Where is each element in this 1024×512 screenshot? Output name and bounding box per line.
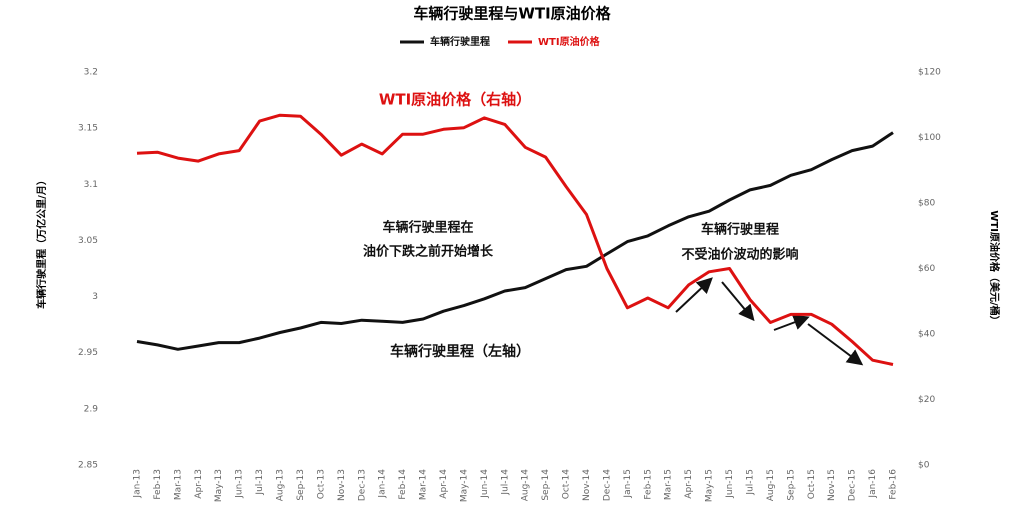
x-tick-label: Dec-15	[848, 469, 858, 501]
y-tick-label: 3	[92, 292, 98, 302]
x-tick-label: Jul-14	[500, 469, 510, 496]
x-tick-label: Apr-14	[439, 469, 449, 499]
x-tick-label: Jan-13	[133, 469, 143, 499]
x-tick-label: May-15	[705, 469, 715, 502]
y2-tick-label: $20	[918, 395, 935, 405]
x-tick-label: Jun-15	[725, 469, 735, 499]
x-tick-label: Dec-14	[602, 469, 612, 501]
chart-title: 车辆行驶里程与WTI原油价格	[413, 5, 611, 23]
x-tick-label: Mar-14	[419, 469, 429, 500]
x-tick-label: Feb-15	[643, 469, 653, 500]
series-line	[136, 131, 894, 351]
legend-label: 车辆行驶里程	[430, 35, 490, 48]
y-tick-label: 3.1	[84, 180, 98, 190]
annotation: 车辆行驶里程（左轴）	[390, 343, 530, 360]
annotation: 车辆行驶里程	[701, 222, 779, 238]
x-tick-label: Sep-15	[786, 469, 796, 501]
x-tick-label: Jul-15	[745, 469, 755, 496]
x-tick-label: Aug-14	[521, 469, 531, 502]
y2-tick-label: $0	[918, 461, 930, 471]
x-tick-label: May-13	[214, 469, 224, 502]
annotation: 车辆行驶里程在	[382, 220, 473, 236]
y-axis-label: 车辆行驶里程（万亿公里/月）	[35, 175, 48, 309]
y-tick-label: 3.05	[78, 236, 98, 246]
y-tick-label: 2.95	[78, 348, 98, 358]
x-tick-label: Feb-16	[889, 469, 899, 500]
y2-tick-label: $40	[918, 330, 935, 340]
x-tick-label: Feb-13	[153, 469, 163, 500]
x-tick-label: Aug-15	[766, 469, 776, 501]
annotation: 油价下跌之前开始增长	[363, 244, 494, 260]
x-tick-label: Mar-15	[664, 469, 674, 500]
x-tick-label: Jul-13	[255, 469, 265, 496]
y2-tick-label: $80	[918, 199, 935, 209]
annotation: WTI原油价格（右轴）	[379, 91, 531, 109]
x-tick-label: Nov-13	[337, 469, 347, 501]
y-tick-label: 2.9	[84, 404, 99, 414]
x-tick-label: Jan-15	[623, 469, 633, 499]
x-tick-label: Oct-13	[316, 469, 326, 499]
x-tick-label: Nov-15	[827, 469, 837, 501]
series-line	[136, 113, 894, 366]
x-tick-label: Dec-13	[357, 469, 367, 501]
x-tick-label: Jun-14	[480, 469, 490, 499]
x-tick-label: Jan-16	[868, 469, 878, 499]
arrows	[675, 277, 864, 366]
x-tick-label: Nov-14	[582, 469, 592, 501]
y2-tick-label: $60	[918, 264, 935, 274]
x-tick-label: Oct-14	[562, 469, 572, 500]
legend-label: WTI原油价格	[538, 35, 601, 48]
x-tick-label: Apr-15	[684, 469, 694, 499]
x-tick-label: Feb-14	[398, 469, 408, 500]
y-tick-label: 3.15	[78, 124, 98, 134]
x-tick-label: Oct-15	[807, 469, 817, 499]
y2-tick-label: $100	[918, 133, 941, 143]
x-tick-label: Aug-13	[276, 469, 286, 501]
y2-tick-label: $120	[918, 68, 941, 78]
y-tick-label: 3.2	[84, 68, 98, 78]
x-tick-label: Sep-13	[296, 469, 306, 501]
x-tick-label: Apr-13	[194, 469, 204, 499]
annotation: 不受油价波动的影响	[681, 247, 798, 263]
x-tick-label: Jun-13	[235, 469, 245, 499]
x-tick-label: Jan-14	[378, 469, 388, 499]
x-tick-label: Mar-13	[173, 469, 183, 500]
x-tick-label: Sep-14	[541, 469, 551, 501]
y-tick-label: 2.85	[78, 461, 98, 471]
y2-axis-label: WTI原油价格（美元/桶）	[988, 210, 1001, 325]
x-tick-label: May-14	[459, 469, 469, 502]
